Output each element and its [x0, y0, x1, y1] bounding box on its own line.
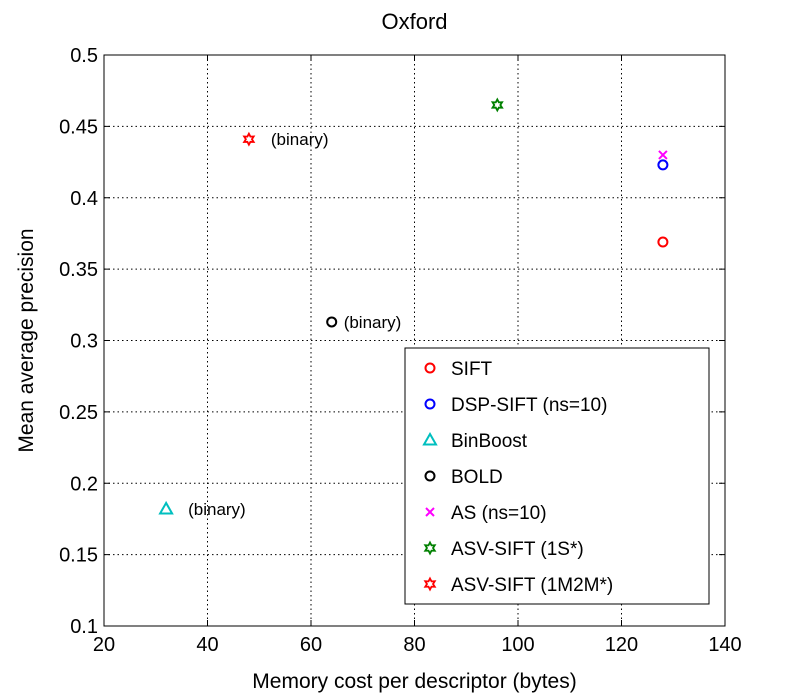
- legend-label: AS (ns=10): [451, 503, 547, 524]
- annotation-label: (binary): [188, 500, 246, 519]
- x-tick-label: 40: [196, 634, 218, 656]
- x-tick-label: 80: [403, 634, 425, 656]
- x-tick-label: 140: [708, 634, 741, 656]
- y-tick-label: 0.3: [70, 331, 98, 353]
- x-tick-label: 100: [501, 634, 534, 656]
- y-axis-label: Mean average precision: [15, 228, 38, 452]
- legend-label: ASV-SIFT (1S*): [451, 539, 584, 560]
- legend-marker: [424, 398, 436, 410]
- axis-ticks: 20 40 60 80 100 120 140 0.1 0.15 0.2 0.25 0.3 0.35 0.…: [59, 45, 742, 656]
- legend-label: DSP-SIFT (ns=10): [451, 395, 607, 416]
- y-tick-label: 0.35: [59, 259, 98, 281]
- legend-label: BinBoost: [451, 431, 528, 452]
- legend-marker: [423, 576, 437, 592]
- chart-title: Oxford: [381, 9, 447, 34]
- data-point: [490, 97, 504, 113]
- legend-label: BOLD: [451, 467, 503, 488]
- legend-marker: [424, 470, 436, 482]
- legend-label: SIFT: [451, 359, 493, 380]
- y-tick-label: 0.25: [59, 402, 98, 424]
- data-point: [658, 150, 668, 160]
- y-tick-label: 0.15: [59, 545, 98, 567]
- y-tick-label: 0.45: [59, 116, 98, 138]
- data-point: [326, 316, 338, 328]
- x-axis-label: Memory cost per descriptor (bytes): [252, 670, 576, 693]
- annotations: (binary) (binary) (binary): [188, 130, 401, 519]
- data-point: [158, 500, 174, 515]
- y-tick-label: 0.4: [70, 188, 98, 210]
- legend-marker: [424, 362, 436, 374]
- x-tick-label: 60: [300, 634, 322, 656]
- y-tick-label: 0.5: [70, 45, 98, 67]
- legend: SIFT DSP-SIFT (ns=10) BinBoost BOLD AS (ns=1…: [404, 347, 710, 605]
- x-tick-label: 20: [93, 634, 115, 656]
- data-point: [242, 131, 256, 147]
- annotation-label: (binary): [271, 130, 329, 149]
- annotation-label: (binary): [344, 313, 402, 332]
- data-point: [657, 236, 669, 248]
- y-tick-label: 0.2: [70, 473, 98, 495]
- data-point: [657, 159, 669, 171]
- y-tick-label: 0.1: [70, 616, 98, 638]
- data-points: [158, 97, 669, 515]
- legend-marker: [422, 431, 438, 446]
- legend-marker: [423, 540, 437, 556]
- legend-box: [404, 347, 710, 605]
- x-tick-label: 120: [605, 634, 638, 656]
- legend-label: ASV-SIFT (1M2M*): [451, 575, 613, 596]
- legend-marker: [425, 507, 435, 517]
